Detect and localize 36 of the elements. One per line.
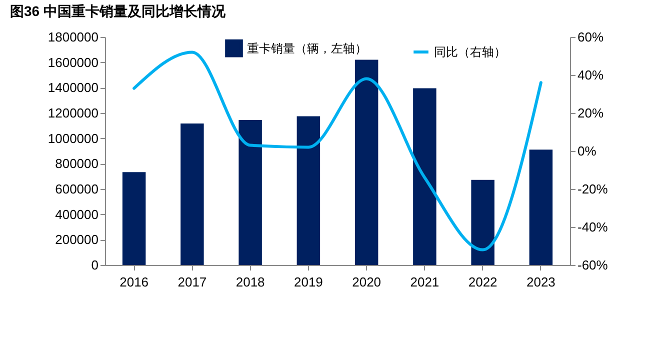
y-tick-label: 1600000 bbox=[48, 54, 98, 70]
y2-tick-label: -40% bbox=[578, 220, 608, 234]
y-tick-label: 1400000 bbox=[48, 80, 98, 96]
legend-label: 同比（右轴） bbox=[434, 45, 506, 59]
x-tick-label: 2023 bbox=[526, 274, 556, 290]
bar bbox=[296, 116, 320, 265]
x-tick-label: 2017 bbox=[178, 274, 207, 290]
x-tick-label: 2022 bbox=[468, 274, 498, 290]
bar bbox=[413, 88, 436, 265]
y2-tick-label: 20% bbox=[578, 106, 604, 120]
y2-tick-label: 0% bbox=[578, 144, 597, 158]
x-tick-label: 2016 bbox=[120, 274, 149, 290]
bar bbox=[529, 150, 553, 265]
y-tick-label: 1200000 bbox=[48, 106, 98, 120]
bar bbox=[180, 124, 204, 265]
y2-tick-label: -60% bbox=[578, 258, 608, 272]
y2-tick-label: 40% bbox=[578, 68, 604, 82]
y-tick-label: 800000 bbox=[55, 156, 98, 172]
y-tick-label: 0 bbox=[91, 258, 98, 272]
bar bbox=[122, 172, 146, 265]
y-tick-label: 1800000 bbox=[48, 30, 98, 44]
bar bbox=[354, 60, 378, 265]
y2-tick-label: -20% bbox=[578, 182, 608, 196]
x-tick-label: 2018 bbox=[236, 274, 265, 290]
y-tick-label: 400000 bbox=[55, 206, 98, 222]
y-tick-label: 600000 bbox=[55, 182, 98, 196]
bar bbox=[471, 180, 494, 265]
legend-label: 重卡销量（辆，左轴） bbox=[247, 41, 367, 56]
y-tick-label: 200000 bbox=[55, 232, 98, 248]
x-tick-label: 2021 bbox=[410, 274, 440, 290]
y2-tick-label: 60% bbox=[578, 30, 604, 44]
y-tick-label: 1000000 bbox=[48, 130, 98, 146]
x-tick-label: 2020 bbox=[352, 274, 382, 290]
bar bbox=[238, 120, 262, 265]
chart-title: 图36 中国重卡销量及同比增长情况 bbox=[10, 3, 226, 19]
x-tick-label: 2019 bbox=[294, 274, 323, 290]
